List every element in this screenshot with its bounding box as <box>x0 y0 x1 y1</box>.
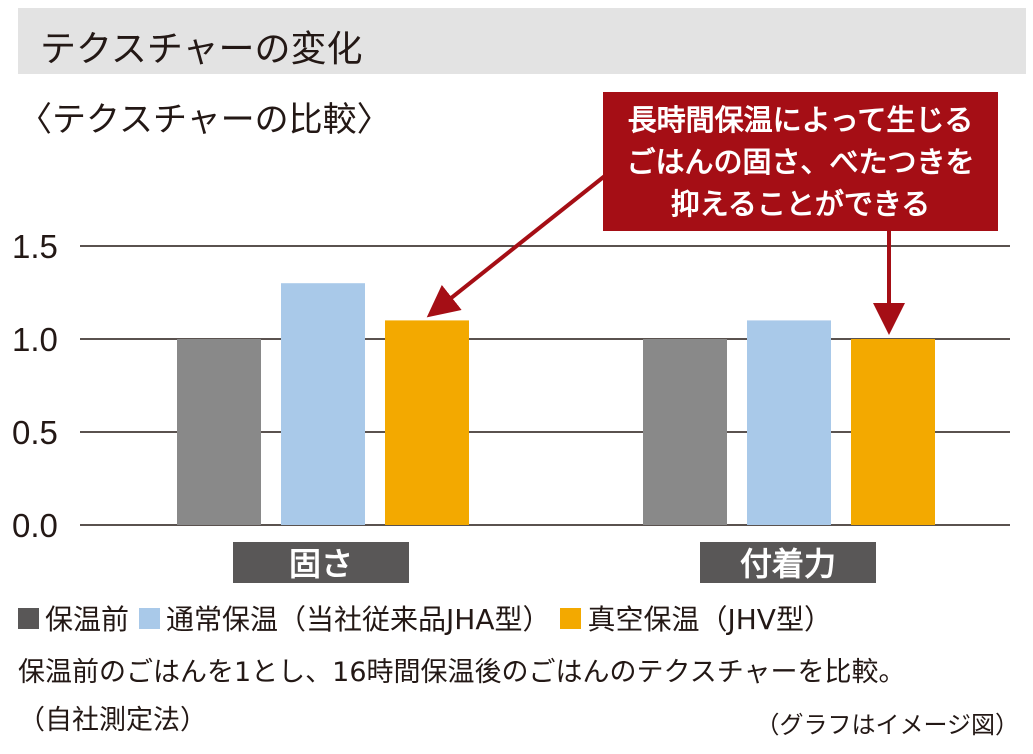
callout-arrow-hardness <box>426 173 608 318</box>
callout-line-1: 長時間保温によって生じる <box>627 103 974 137</box>
bar <box>281 283 365 525</box>
bar <box>851 339 935 525</box>
legend-item-vacuum: 真空保温（JHV型） <box>560 598 832 638</box>
footnote-image-note: （グラフはイメージ図） <box>755 711 1019 739</box>
callout-box: 長時間保温によって生じる ごはんの固さ、べたつきを 抑えることができる <box>603 92 998 231</box>
y-tick-label: 0.0 <box>12 507 58 544</box>
bar <box>747 320 831 525</box>
header-bar <box>18 8 1026 74</box>
legend-label-before: 保温前 <box>45 603 130 636</box>
category-label-bg <box>700 542 876 583</box>
legend-swatch-vacuum <box>560 607 582 629</box>
legend-label-normal: 通常保温（当社従来品JHA型） <box>166 603 551 636</box>
y-tick-label: 1.5 <box>12 228 58 265</box>
legend-swatch-normal <box>139 607 161 629</box>
category-label: 固さ <box>289 545 353 583</box>
legend-swatch-before <box>18 607 39 629</box>
bar <box>643 339 727 525</box>
bar <box>385 320 469 525</box>
footnote-line-1: 保温前のごはんを1とし、16時間保温後のごはんのテクスチャーを比較。 <box>18 657 906 688</box>
y-tick-label: 1.0 <box>12 321 58 358</box>
chart-subtitle: 〈テクスチャーの比較〉 <box>18 100 391 140</box>
footnote-line-2: （自社測定法） <box>18 705 207 736</box>
header-title: テクスチャーの変化 <box>40 29 363 70</box>
bar <box>177 339 261 525</box>
legend-item-before: 保温前 <box>18 598 129 638</box>
category-label-bg <box>233 542 409 583</box>
callout-line-2: ごはんの固さ、べたつきを <box>626 145 975 179</box>
legend: 保温前 通常保温（当社従来品JHA型） 真空保温（JHV型） <box>18 598 842 638</box>
category-label: 付着力 <box>740 545 836 583</box>
legend-item-normal: 通常保温（当社従来品JHA型） <box>139 598 550 638</box>
callout-line-3: 抑えることができる <box>670 187 931 221</box>
legend-label-vacuum: 真空保温（JHV型） <box>587 603 832 636</box>
y-tick-label: 0.5 <box>12 414 58 451</box>
